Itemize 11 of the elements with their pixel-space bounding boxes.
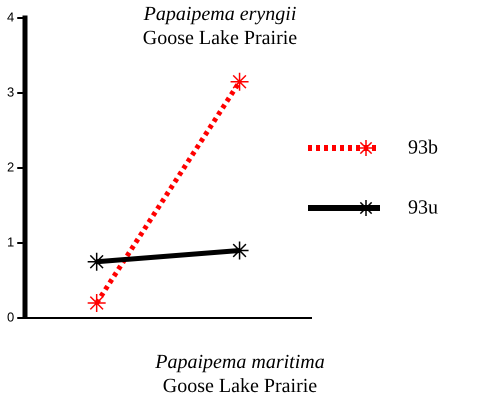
x-axis-title: Papaipema maritima Goose Lake Prairie [154,350,326,398]
chart-title: Papaipema eryngii Goose Lake Prairie [142,2,298,50]
y-tick-label: 0 [6,310,14,325]
point [230,72,250,92]
y-tick-label: 1 [6,234,14,250]
legend-label: 93u [408,196,438,218]
point [86,293,106,313]
y-tick-label: 3 [6,84,14,100]
legend-label: 93b [408,136,438,158]
y-tick-label: 4 [6,10,14,25]
y-tick-label: 2 [6,160,14,175]
